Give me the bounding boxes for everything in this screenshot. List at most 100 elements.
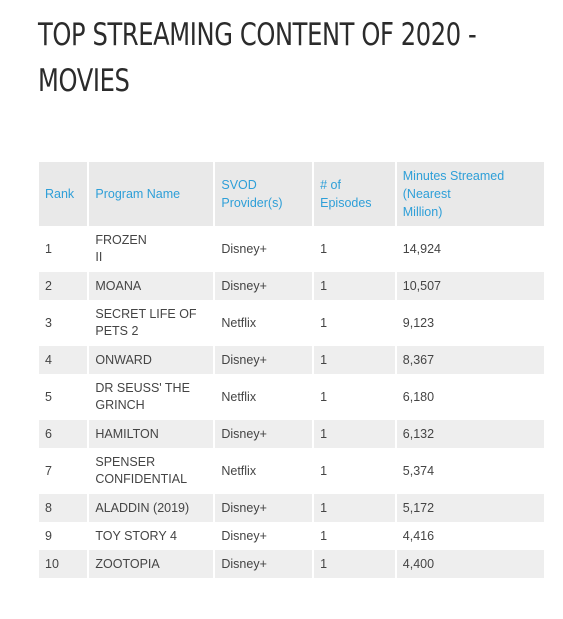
header-minutes-line-2: (Nearest: [402, 187, 451, 201]
minutes-value: 9,123: [402, 315, 435, 330]
provider-value: Disney+: [221, 500, 267, 515]
program-name-line-1: HAMILTON: [95, 426, 159, 441]
minutes-value: 4,416: [402, 528, 435, 543]
rank-value: 9: [45, 528, 52, 543]
minutes-value: 10,507: [402, 278, 441, 293]
cell-program-name: ZOOTOPIA: [89, 550, 214, 578]
cell-minutes: 9,123: [396, 300, 544, 346]
program-name-line-1: TOY STORY 4: [95, 528, 177, 543]
table-row: 10 ZOOTOPIA Disney+ 1 4,400: [39, 550, 544, 578]
cell-minutes: 14,924: [396, 226, 544, 272]
page-title: TOP STREAMING CONTENT OF 2020 - MOVIES: [38, 12, 477, 104]
cell-episodes: 1: [314, 300, 395, 346]
cell-rank: 4: [39, 346, 88, 374]
episodes-value: 1: [320, 241, 328, 256]
header-episodes-line-1: # of: [320, 178, 341, 192]
cell-episodes: 1: [314, 550, 395, 578]
program-name-line-1: ONWARD: [95, 352, 152, 367]
page-title-line-2: MOVIES: [38, 63, 130, 99]
cell-minutes: 4,400: [396, 550, 544, 578]
page-title-line-1: TOP STREAMING CONTENT OF 2020 -: [38, 17, 477, 53]
episodes-value: 1: [320, 315, 328, 330]
minutes-value: 4,400: [402, 556, 435, 571]
cell-provider: Disney+: [215, 522, 313, 550]
cell-program-name: MOANA: [89, 272, 214, 300]
cell-provider: Disney+: [215, 494, 313, 522]
cell-program-name: TOY STORY 4: [89, 522, 214, 550]
provider-value: Disney+: [221, 352, 267, 367]
cell-program-name: ONWARD: [89, 346, 214, 374]
cell-provider: Netflix: [215, 448, 313, 494]
cell-minutes: 8,367: [396, 346, 544, 374]
cell-rank: 2: [39, 272, 88, 300]
cell-episodes: 1: [314, 346, 395, 374]
cell-program-name: DR SEUSS' THE GRINCH: [89, 374, 214, 420]
episodes-value: 1: [320, 278, 328, 293]
episodes-value: 1: [320, 463, 328, 478]
episodes-value: 1: [320, 556, 328, 571]
cell-episodes: 1: [314, 226, 395, 272]
cell-program-name: HAMILTON: [89, 420, 214, 448]
header-rank: Rank: [39, 162, 88, 226]
cell-provider: Disney+: [215, 420, 313, 448]
program-name-line-1: SECRET LIFE OF: [95, 307, 197, 321]
episodes-value: 1: [320, 528, 328, 543]
cell-episodes: 1: [314, 522, 395, 550]
cell-provider: Netflix: [215, 374, 313, 420]
episodes-value: 1: [320, 426, 328, 441]
header-episodes-line-2: Episodes: [320, 196, 372, 210]
rank-value: 1: [45, 241, 52, 256]
provider-value: Netflix: [221, 463, 257, 478]
cell-program-name: FROZEN II: [89, 226, 214, 272]
cell-provider: Disney+: [215, 226, 313, 272]
cell-minutes: 10,507: [396, 272, 544, 300]
cell-minutes: 5,374: [396, 448, 544, 494]
provider-value: Disney+: [221, 556, 267, 571]
table-row: 4 ONWARD Disney+ 1 8,367: [39, 346, 544, 374]
table-row: 2 MOANA Disney+ 1 10,507: [39, 272, 544, 300]
header-provider-line-2: Provider(s): [221, 196, 283, 210]
rank-value: 7: [45, 463, 52, 478]
program-name-line-1: ALADDIN (2019): [95, 500, 190, 515]
cell-minutes: 4,416: [396, 522, 544, 550]
rank-value: 8: [45, 500, 52, 515]
cell-provider: Disney+: [215, 346, 313, 374]
table-row: 3 SECRET LIFE OF PETS 2 Netflix 1 9,123: [39, 300, 544, 346]
table-row: 9 TOY STORY 4 Disney+ 1 4,416: [39, 522, 544, 550]
provider-value: Netflix: [221, 315, 257, 330]
cell-episodes: 1: [314, 420, 395, 448]
episodes-value: 1: [320, 389, 328, 404]
table-row: 6 HAMILTON Disney+ 1 6,132: [39, 420, 544, 448]
table-body: 1 FROZEN II Disney+ 1 14,924 2 MOANA Disney+ 1 10,…: [39, 226, 544, 578]
cell-rank: 8: [39, 494, 88, 522]
table-row: 8 ALADDIN (2019) Disney+ 1 5,172: [39, 494, 544, 522]
rank-value: 6: [45, 426, 52, 441]
episodes-value: 1: [320, 500, 328, 515]
program-name-line-2: CONFIDENTIAL: [95, 472, 188, 486]
header-minutes-line-1: Minutes Streamed: [402, 169, 505, 183]
header-minutes: Minutes Streamed (Nearest Million): [396, 162, 544, 226]
minutes-value: 14,924: [402, 241, 441, 256]
rank-value: 5: [45, 389, 52, 404]
cell-rank: 3: [39, 300, 88, 346]
provider-value: Disney+: [221, 528, 267, 543]
program-name-line-2: GRINCH: [95, 398, 145, 412]
cell-minutes: 6,180: [396, 374, 544, 420]
provider-value: Netflix: [221, 389, 257, 404]
provider-value: Disney+: [221, 278, 267, 293]
cell-rank: 5: [39, 374, 88, 420]
header-episodes: # of Episodes: [314, 162, 395, 226]
cell-rank: 10: [39, 550, 88, 578]
provider-value: Disney+: [221, 241, 267, 256]
provider-value: Disney+: [221, 426, 267, 441]
cell-rank: 7: [39, 448, 88, 494]
cell-minutes: 5,172: [396, 494, 544, 522]
cell-minutes: 6,132: [396, 420, 544, 448]
cell-program-name: ALADDIN (2019): [89, 494, 214, 522]
program-name-line-1: FROZEN: [95, 233, 147, 247]
program-name-line-1: ZOOTOPIA: [95, 556, 160, 571]
header-provider: SVOD Provider(s): [215, 162, 313, 226]
header-rank-label: Rank: [45, 187, 75, 201]
program-name-line-1: DR SEUSS' THE: [95, 381, 190, 395]
